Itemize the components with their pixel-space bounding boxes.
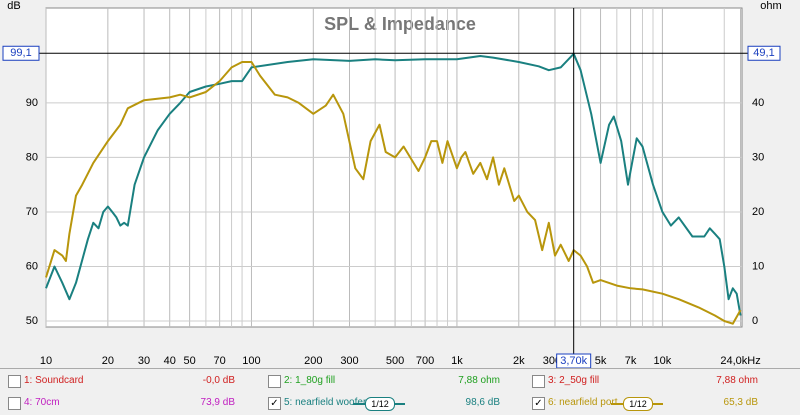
y2-axis-label: ohm — [760, 0, 781, 12]
x-tick-label: 700 — [416, 355, 434, 367]
y-tick-label: 70 — [26, 206, 38, 218]
checkbox[interactable] — [8, 375, 21, 388]
checkbox[interactable] — [8, 397, 21, 410]
legend-label: 6: nearfield port — [548, 397, 618, 408]
legend-label: 2: 1_80g fill — [284, 375, 336, 386]
smoothing-badge: 1/12 — [365, 397, 395, 411]
smoothing-badge: 1/12 — [623, 397, 653, 411]
cursor-y2-label: 49,1 — [753, 47, 774, 59]
x-tick-label: 24,0kHz — [720, 355, 760, 367]
x-tick-label: 500 — [386, 355, 404, 367]
checkbox[interactable]: ✓ — [532, 397, 545, 410]
y-tick-label: 60 — [26, 260, 38, 272]
x-tick-label: 20 — [102, 355, 114, 367]
x-tick-label: 50 — [183, 355, 195, 367]
legend-value: 65,3 dB — [723, 397, 758, 408]
x-tick-label: 5k — [595, 355, 607, 367]
plot-area — [45, 7, 743, 328]
legend-value: 7,88 ohm — [716, 375, 758, 386]
cursor-y-label: 99,1 — [10, 47, 31, 59]
x-tick-label: 30 — [138, 355, 150, 367]
x-tick-label: 7k — [625, 355, 637, 367]
x-tick-label: 2k — [513, 355, 525, 367]
y2-tick-label: 10 — [752, 260, 764, 272]
chart: SPL & Impedance dB ohm 10 20 30 40 50 70 100 20… — [2, 0, 782, 369]
x-tick-label: 200 — [304, 355, 322, 367]
cursor-label-box — [747, 45, 781, 61]
legend-label: 1: Soundcard — [24, 375, 84, 386]
x-tick-label: 1k — [451, 355, 463, 367]
y-tick-label: 90 — [26, 97, 38, 109]
checkbox[interactable] — [268, 375, 281, 388]
legend-value: -0,0 dB — [202, 375, 235, 386]
chart-title: SPL & Impedance — [324, 14, 476, 34]
checkbox[interactable]: ✓ — [268, 397, 281, 410]
x-tick-label: 300 — [340, 355, 358, 367]
y2-tick-label: 40 — [752, 97, 764, 109]
legend-value: 73,9 dB — [200, 397, 235, 408]
legend-label: 4: 70cm — [24, 397, 60, 408]
cursor-x-label: 3,70k — [560, 355, 587, 367]
legend-label: 3: 2_50g fill — [548, 375, 600, 386]
y2-tick-label: 20 — [752, 206, 764, 218]
series-line — [45, 52, 742, 316]
x-tick-label: 70 — [214, 355, 226, 367]
cursor-label-box — [2, 45, 40, 61]
x-tick-label: 100 — [242, 355, 260, 367]
x-tick-label: 10k — [654, 355, 672, 367]
y-axis-label: dB — [7, 0, 20, 12]
legend-value: 98,6 dB — [465, 397, 500, 408]
legend-separator — [0, 368, 800, 369]
y-tick-label: 80 — [26, 151, 38, 163]
y-tick-label: 50 — [26, 315, 38, 327]
y2-tick-label: 30 — [752, 151, 764, 163]
y2-tick-label: 0 — [752, 315, 758, 327]
x-tick-label: 40 — [164, 355, 176, 367]
legend-value: 7,88 ohm — [458, 375, 500, 386]
series-line — [45, 61, 742, 325]
legend-label: 5: nearfield woofer — [284, 397, 367, 408]
checkbox[interactable] — [532, 375, 545, 388]
x-tick-label: 10 — [40, 355, 52, 367]
